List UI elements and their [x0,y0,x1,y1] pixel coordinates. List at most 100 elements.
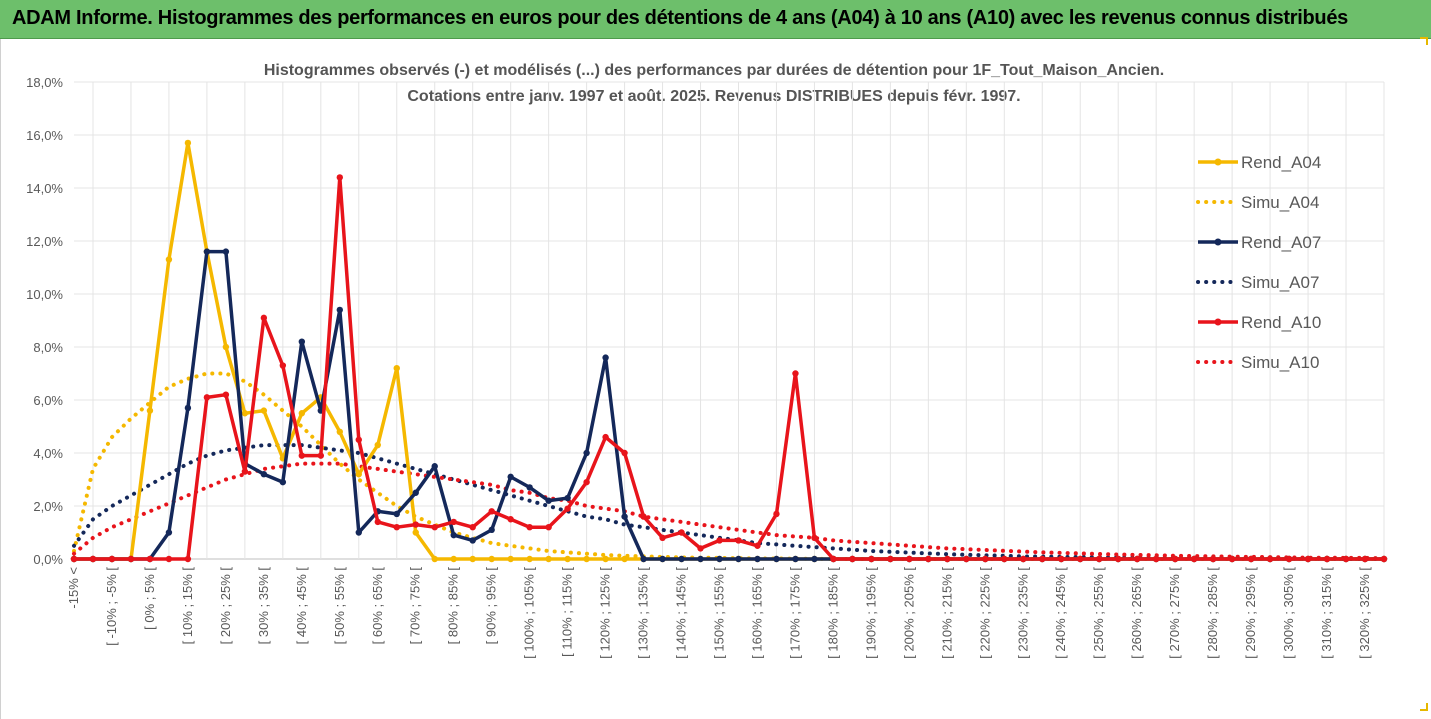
legend-label: Simu_A04 [1241,193,1319,212]
data-point-rend-a10 [1285,555,1293,563]
data-point-rend-a07 [431,463,438,470]
x-tick-label: [ 150% ; 155% [ [712,567,727,659]
data-point-rend-a10 [431,524,438,531]
data-point-rend-a04 [374,441,381,449]
data-point-rend-a10 [697,545,704,552]
data-point-rend-a04 [184,139,192,147]
data-point-rend-a04 [412,529,419,536]
data-point-rend-a10 [982,555,989,563]
x-tick-label: [ 230% ; 235% [ [1015,567,1030,659]
data-point-rend-a07 [754,555,761,563]
data-point-rend-a10 [1247,555,1255,563]
chart-subtitle: Cotations entre janv. 1997 et août. 2025… [407,88,1020,105]
x-tick-label: [ 10% ; 15% [ [180,567,195,645]
data-point-rend-a07 [792,555,799,563]
data-point-rend-a10 [184,555,192,563]
data-point-rend-a07 [393,510,400,518]
data-point-rend-a07 [621,513,628,520]
data-point-rend-a10 [412,521,419,528]
data-point-rend-a10 [716,537,723,544]
x-tick-label: -15% < [66,567,81,609]
data-point-rend-a07 [298,338,306,345]
x-tick-label: [ 300% ; 305% [ [1281,567,1296,659]
data-point-rend-a04 [488,555,495,563]
data-point-rend-a10 [1020,555,1027,563]
x-tick-label: [ 140% ; 145% [ [674,567,689,659]
data-point-rend-a10 [1115,555,1122,563]
series-line-simu-a10 [72,461,1386,561]
x-tick-label: [ 110% ; 115% [ [560,567,575,657]
x-tick-label: [ 170% ; 175% [ [787,567,802,659]
data-point-rend-a10 [830,555,837,563]
data-point-rend-a07 [640,555,647,563]
data-point-rend-a10 [127,555,135,563]
data-point-rend-a10 [678,529,685,536]
data-point-rend-a07 [279,478,287,486]
data-point-rend-a07 [526,484,533,491]
x-tick-label: [ 190% ; 195% [ [863,567,878,659]
data-point-rend-a07 [336,306,343,314]
y-tick-label: 16,0% [26,128,63,143]
x-tick-label: [ 200% ; 205% [ [901,567,916,659]
data-point-rend-a07 [260,471,268,478]
x-tick-label: [ 60% ; 65% [ [370,567,385,645]
data-point-rend-a10 [222,391,230,398]
data-point-rend-a07 [735,555,742,563]
data-point-rend-a04 [298,410,306,417]
data-point-rend-a10 [583,478,590,486]
data-point-rend-a07 [507,473,514,481]
data-point-rend-a10 [1001,555,1008,563]
data-point-rend-a10 [640,513,647,520]
x-tick-label: [ -10% ; -5% [ [104,567,119,646]
data-point-rend-a10 [1323,555,1331,563]
data-point-rend-a10 [792,370,799,377]
data-point-rend-a07 [583,449,590,457]
x-tick-label: [ 90% ; 95% [ [484,567,499,645]
data-point-rend-a04 [222,343,230,351]
data-point-rend-a04 [260,407,268,414]
selection-handle-top-right[interactable] [1420,37,1428,45]
data-point-rend-a04 [431,555,438,563]
data-point-rend-a10 [450,518,457,526]
data-point-rend-a04 [146,407,154,414]
data-point-rend-a04 [165,256,173,263]
series-line-rend-a04 [74,141,1384,561]
x-tick-label: [ 0% ; 5% [ [142,567,157,630]
data-point-rend-a07 [203,248,211,255]
data-point-rend-a10 [602,433,609,441]
data-point-rend-a10 [1228,555,1236,563]
selection-handle-bottom-right[interactable] [1420,703,1428,711]
data-point-rend-a10 [469,524,476,531]
x-tick-label: [ 290% ; 295% [ [1243,567,1258,659]
data-point-rend-a04 [602,555,609,563]
data-point-rend-a10 [754,542,761,549]
x-tick-label: [ 270% ; 275% [ [1167,567,1182,659]
data-point-rend-a07 [602,354,609,361]
y-tick-label: 8,0% [33,340,63,355]
data-point-rend-a10 [336,174,343,181]
data-point-rend-a07 [355,529,362,536]
data-point-rend-a10 [89,555,97,563]
data-point-rend-a10 [279,362,287,369]
data-point-rend-a04 [507,555,514,563]
data-point-rend-a07 [716,555,723,563]
x-tick-label: [ 130% ; 135% [ [636,567,651,659]
data-point-rend-a07 [469,537,476,544]
data-point-rend-a10 [887,555,894,563]
data-point-rend-a10 [1380,555,1388,563]
data-point-rend-a10 [374,518,381,526]
data-point-rend-a10 [393,524,400,531]
data-point-rend-a04 [545,555,552,563]
data-point-rend-a10 [507,516,514,523]
legend-marker [1214,238,1222,246]
data-point-rend-a10 [906,555,913,563]
data-point-rend-a04 [336,428,343,435]
chart-area: Histogrammes observés (-) et modélisés (… [0,37,1431,719]
y-tick-label: 2,0% [33,499,63,514]
data-point-rend-a07 [659,555,666,563]
data-point-rend-a10 [1096,555,1103,563]
x-tick-label: [ 220% ; 225% [ [977,567,992,659]
chart-title: Histogrammes observés (-) et modélisés (… [264,62,1164,79]
data-point-rend-a07 [222,248,230,255]
x-tick-label: [ 250% ; 255% [ [1091,567,1106,659]
